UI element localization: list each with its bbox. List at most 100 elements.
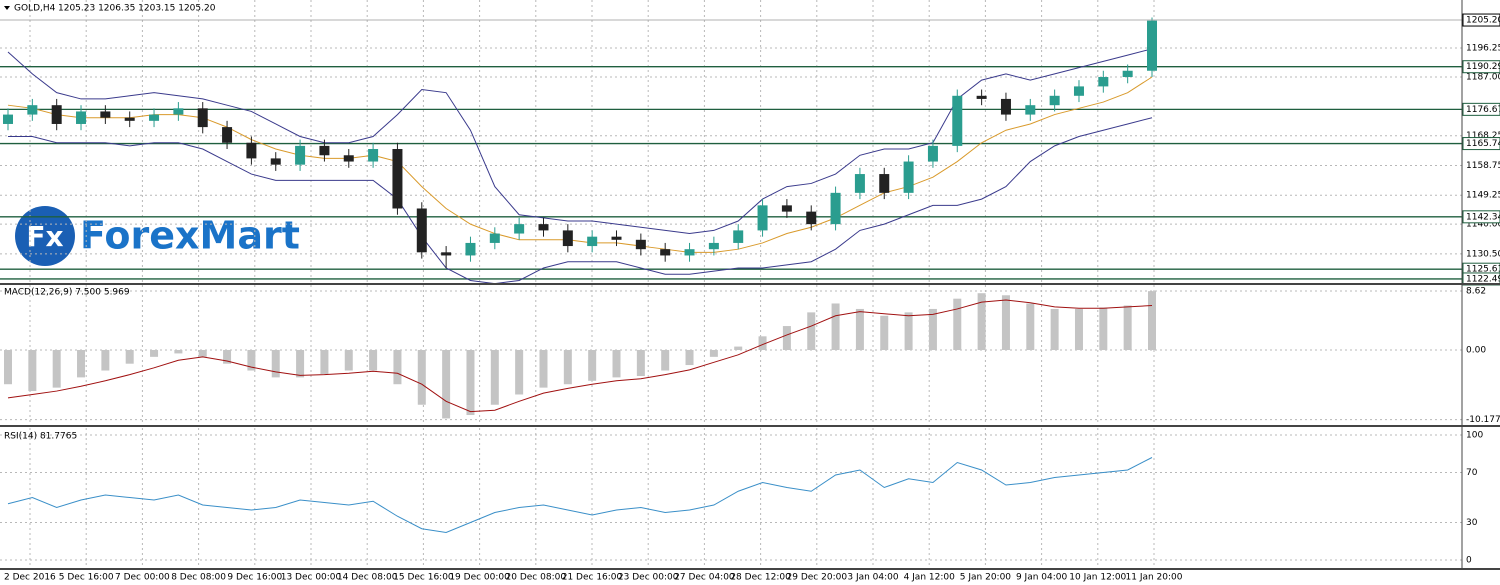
macd-bar xyxy=(953,298,962,351)
candle-body xyxy=(197,108,208,128)
x-tick-label: 20 Dec 08:00 xyxy=(506,573,567,583)
macd-bar xyxy=(198,350,207,357)
macd-bar xyxy=(296,350,305,378)
y-tick-label: -10.177 xyxy=(1466,415,1500,425)
macd-bar xyxy=(977,293,986,351)
candle-body xyxy=(100,111,111,118)
y-tick-label: 0.00 xyxy=(1466,346,1486,356)
x-tick-label: 27 Dec 04:00 xyxy=(674,573,735,583)
candle-body xyxy=(611,236,622,240)
macd-bar xyxy=(880,315,889,351)
level-label: 1190.29 xyxy=(1466,62,1500,72)
candle-body xyxy=(562,230,573,247)
macd-bar xyxy=(807,312,816,351)
y-tick-label: 70 xyxy=(1466,468,1478,478)
logo-text: ForexMart xyxy=(80,214,300,258)
candle-body xyxy=(660,249,671,256)
y-tick-label: 8.62 xyxy=(1466,287,1486,297)
macd-bar xyxy=(782,326,791,351)
level-label: 1122.49 xyxy=(1466,274,1500,284)
logo-icon-text: Fx xyxy=(26,220,63,253)
macd-bar xyxy=(709,350,718,357)
macd-bar xyxy=(661,350,670,371)
x-tick-label: 3 Jan 04:00 xyxy=(847,573,899,583)
level-box xyxy=(1462,60,1500,74)
y-tick-label: 0 xyxy=(1466,556,1472,566)
y-tick-label: 1140.00 xyxy=(1466,220,1500,230)
candle-body xyxy=(879,174,890,193)
candle-body xyxy=(1147,20,1157,71)
candle-body xyxy=(952,95,963,146)
y-tick-label: 100 xyxy=(1466,431,1483,441)
candle-body xyxy=(319,145,330,156)
candle-body xyxy=(222,127,233,143)
macd-bar xyxy=(125,350,134,364)
candle-body xyxy=(806,211,817,225)
candle-body xyxy=(270,158,281,165)
x-tick-label: 7 Dec 00:00 xyxy=(115,573,170,583)
x-tick-label: 2 Dec 2016 xyxy=(4,573,56,583)
y-tick-label: 1187.00 xyxy=(1466,73,1500,83)
x-tick-label: 29 Dec 20:00 xyxy=(787,573,848,583)
macd-bar xyxy=(247,350,256,371)
x-tick-label: 11 Jan 20:00 xyxy=(1126,573,1183,583)
indicator-line xyxy=(8,117,1153,285)
candle-body xyxy=(635,239,646,250)
candle-body xyxy=(465,242,476,256)
macd-bar xyxy=(52,350,61,388)
x-tick-label: 5 Dec 16:00 xyxy=(59,573,114,583)
y-tick-label: 30 xyxy=(1466,518,1478,528)
candle-body xyxy=(1025,105,1036,115)
level-label: 1165.74 xyxy=(1466,139,1500,149)
candle-body xyxy=(684,249,695,256)
macd-bar xyxy=(563,350,572,385)
candle-body xyxy=(927,145,938,162)
candle-body xyxy=(976,95,987,99)
candle-body xyxy=(173,108,184,115)
candle-body xyxy=(149,114,160,121)
x-tick-label: 4 Jan 12:00 xyxy=(904,573,956,583)
macd-bar xyxy=(831,303,840,351)
candle-body xyxy=(538,224,549,231)
chart-title: GOLD,H4 xyxy=(14,4,56,14)
candle-body xyxy=(757,205,768,231)
x-tick-label: 15 Dec 16:00 xyxy=(393,573,454,583)
y-tick-label: 1149.25 xyxy=(1466,191,1500,201)
macd-bar xyxy=(344,350,353,371)
candle-body xyxy=(854,174,865,193)
candle-body xyxy=(1049,95,1060,106)
x-tick-label: 10 Jan 12:00 xyxy=(1069,573,1126,583)
chart-title: MACD(12,26,9) 7.500 5.969 xyxy=(4,288,130,298)
candle-body xyxy=(830,192,841,225)
candle-body xyxy=(416,208,427,253)
macd-bar xyxy=(1050,308,1059,351)
x-tick-label: 14 Dec 08:00 xyxy=(337,573,398,583)
candle-body xyxy=(295,145,306,165)
macd-bar xyxy=(150,350,159,357)
macd-bar xyxy=(1148,291,1156,351)
candle-body xyxy=(392,149,403,209)
chart-title: RSI(14) 81.7765 xyxy=(4,432,77,442)
y-tick-label: 1168.25 xyxy=(1466,131,1500,141)
y-tick-label: 1196.25 xyxy=(1466,44,1500,54)
macd-bar xyxy=(1026,303,1035,351)
x-tick-label: 8 Dec 08:00 xyxy=(171,573,226,583)
macd-bar xyxy=(490,350,499,405)
candle-body xyxy=(246,142,257,159)
candle-body xyxy=(1098,77,1109,87)
macd-bar xyxy=(588,350,597,381)
title-arrow xyxy=(4,6,10,10)
candle-body xyxy=(1122,70,1133,78)
macd-bar xyxy=(369,350,378,371)
candle-body xyxy=(781,205,792,212)
macd-bar xyxy=(515,350,524,395)
level-box xyxy=(1462,210,1500,224)
macd-bar xyxy=(320,350,329,374)
macd-bar xyxy=(734,346,743,351)
macd-signal xyxy=(7,299,1153,413)
macd-bar xyxy=(1001,295,1010,351)
y-tick-label: 1158.75 xyxy=(1466,161,1500,171)
macd-bar xyxy=(77,350,86,378)
candle-body xyxy=(587,236,598,247)
macd-bar xyxy=(685,350,694,366)
